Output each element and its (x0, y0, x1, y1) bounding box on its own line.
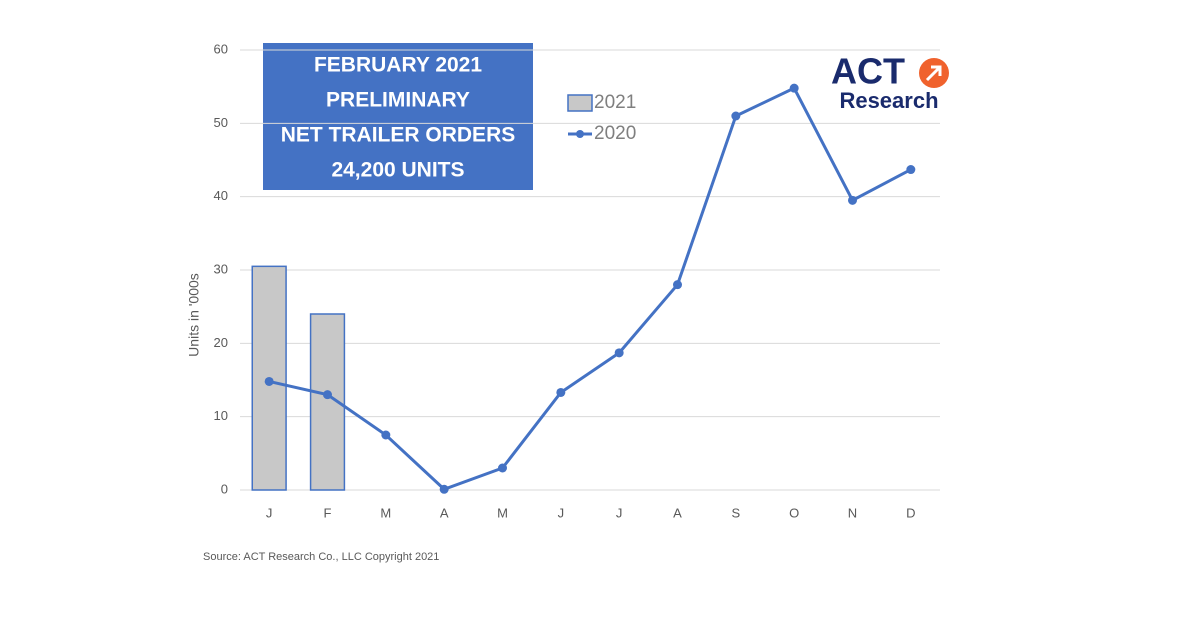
line-marker (848, 195, 857, 205)
legend-marker (576, 130, 584, 138)
x-tick-label: O (789, 505, 799, 520)
line-marker (614, 348, 624, 358)
y-tick-label: 10 (214, 408, 228, 423)
y-tick-label: 20 (214, 335, 228, 350)
line-marker (498, 463, 507, 473)
x-tick-label: J (616, 505, 623, 520)
y-tick-label: 30 (214, 261, 228, 276)
source: Source: ACT Research Co., LLC Copyright … (203, 551, 439, 563)
x-tick-label: M (497, 505, 508, 520)
annotation-line: NET TRAILER ORDERS (281, 124, 516, 147)
x-tick-label: M (380, 505, 391, 520)
logo-arrow (925, 65, 942, 82)
y-axis-label: Units in '000s (186, 273, 202, 357)
legend-label: 2021 (594, 92, 636, 113)
logo-top: ACT (831, 51, 905, 92)
x-tick-label: S (731, 505, 740, 520)
x-tick-label: J (266, 505, 273, 520)
line-marker (673, 280, 682, 290)
line-marker (323, 390, 332, 400)
y-tick-label: 60 (214, 41, 228, 56)
y-tick-label: 0 (221, 481, 228, 496)
x-tick-label: D (906, 505, 915, 520)
logo-bottom: Research (839, 88, 938, 113)
x-tick-label: A (673, 505, 682, 520)
x-tick-label: F (324, 505, 332, 520)
x-tick-label: N (848, 505, 857, 520)
line-marker (789, 83, 799, 93)
line-marker (439, 484, 449, 494)
y-tick-label: 40 (214, 188, 228, 203)
x-tick-label: J (558, 505, 565, 520)
legend-label: 2020 (594, 123, 636, 144)
annotation-box (263, 43, 533, 190)
line-marker (906, 165, 916, 175)
annotation-line: 24,200 UNITS (331, 159, 464, 182)
line-marker (731, 111, 741, 121)
y-tick-label: 50 (214, 115, 228, 130)
legend-swatch (567, 94, 593, 112)
line (268, 86, 912, 491)
line-marker (556, 387, 566, 397)
annotation-line: PRELIMINARY (326, 89, 470, 112)
line-marker (264, 376, 274, 386)
x-tick-label: A (440, 505, 449, 520)
annotation-line: FEBRUARY 2021 (314, 54, 482, 77)
line-marker (381, 430, 391, 440)
